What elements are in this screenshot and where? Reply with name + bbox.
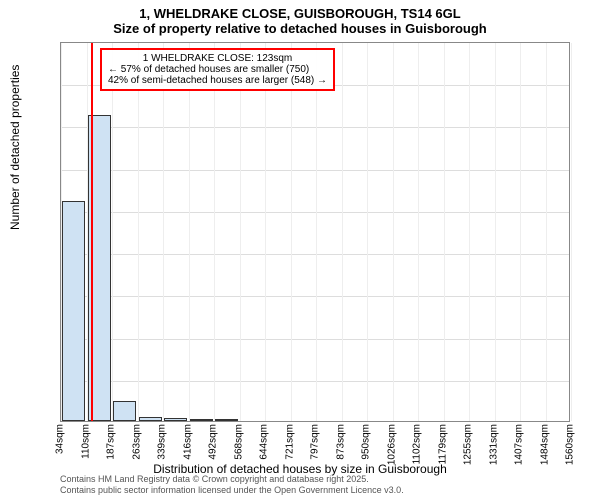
histogram-bar xyxy=(190,419,213,421)
x-tick-label: 492sqm xyxy=(208,424,219,460)
x-tick-label: 416sqm xyxy=(182,424,193,460)
x-tick-label: 110sqm xyxy=(80,424,91,459)
x-tick-label: 34sqm xyxy=(55,424,66,454)
y-axis-label: Number of detached properties xyxy=(8,65,22,230)
property-marker-line xyxy=(91,43,93,421)
x-tick-label: 263sqm xyxy=(131,424,142,460)
x-tick-label: 1179sqm xyxy=(437,424,448,464)
x-tick-label: 1331sqm xyxy=(488,424,499,465)
chart-area: 0100200300400500600700800900 34sqm110sqm… xyxy=(60,42,570,422)
annotation-line2: ← 57% of detached houses are smaller (75… xyxy=(108,64,327,75)
x-tick-label: 1026sqm xyxy=(386,424,397,465)
chart-subtitle: Size of property relative to detached ho… xyxy=(0,21,600,40)
x-tick-label: 1407sqm xyxy=(514,424,525,465)
x-tick-label: 339sqm xyxy=(157,424,168,460)
footer-attribution: Contains HM Land Registry data © Crown c… xyxy=(60,474,404,496)
x-tick-label: 568sqm xyxy=(233,424,244,460)
chart-title: 1, WHELDRAKE CLOSE, GUISBOROUGH, TS14 6G… xyxy=(0,0,600,21)
histogram-bar xyxy=(113,401,136,421)
x-tick-label: 1255sqm xyxy=(463,424,474,465)
histogram-bar xyxy=(164,418,187,421)
x-tick-label: 950sqm xyxy=(361,424,372,460)
x-tick-label: 187sqm xyxy=(106,424,117,460)
x-tick-label: 644sqm xyxy=(259,424,270,460)
annotation-line1: 1 WHELDRAKE CLOSE: 123sqm xyxy=(108,53,327,64)
x-tick-label: 873sqm xyxy=(335,424,346,460)
histogram-bar xyxy=(215,419,238,421)
footer-line1: Contains HM Land Registry data © Crown c… xyxy=(60,474,404,485)
histogram-bar xyxy=(139,417,162,421)
annotation-box: 1 WHELDRAKE CLOSE: 123sqm ← 57% of detac… xyxy=(100,48,335,91)
footer-line2: Contains public sector information licen… xyxy=(60,485,404,496)
x-tick-label: 721sqm xyxy=(284,424,295,460)
x-tick-label: 1560sqm xyxy=(565,424,576,465)
histogram-bar xyxy=(62,201,85,421)
plot-area xyxy=(60,42,570,422)
x-tick-label: 1102sqm xyxy=(412,424,423,464)
annotation-line3: 42% of semi-detached houses are larger (… xyxy=(108,75,327,86)
x-tick-label: 797sqm xyxy=(310,424,321,460)
x-tick-label: 1484sqm xyxy=(539,424,550,465)
